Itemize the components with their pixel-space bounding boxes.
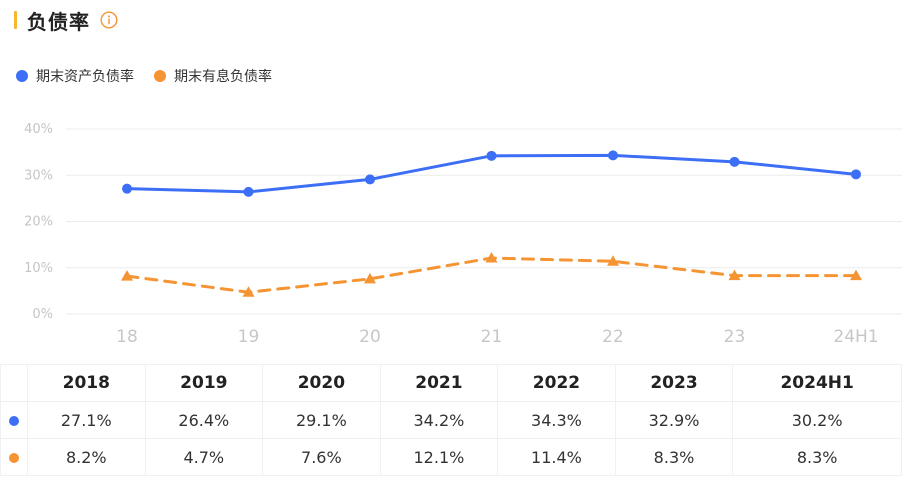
table-header-cell: 2020 <box>262 364 381 402</box>
data-point <box>122 183 132 194</box>
table-cell: 7.6% <box>262 438 381 476</box>
data-point <box>728 269 741 281</box>
x-tick-label: 24H1 <box>833 327 878 347</box>
data-point <box>121 270 133 281</box>
table-header-cell: 2022 <box>497 364 616 402</box>
legend-label: 期末资产负债率 <box>36 69 134 85</box>
data-point <box>365 174 375 185</box>
legend-item-interest-debt-ratio[interactable]: 期末有息负债率 <box>154 66 272 86</box>
table-row: 8.2% 4.7% 7.6% 12.1% 11.4% 8.3% 8.3% <box>0 438 902 476</box>
y-tick-label: 20% <box>24 215 53 230</box>
blue-dot-icon <box>9 416 19 426</box>
table-header-cell: 2019 <box>144 364 264 402</box>
x-tick-label: 22 <box>602 327 624 347</box>
table-header-row: 2018 2019 2020 2021 2022 2023 2024H1 <box>0 364 902 402</box>
chart-legend: 期末资产负债率 期末有息负债率 <box>16 66 292 86</box>
info-icon[interactable] <box>100 11 118 29</box>
y-tick-label: 40% <box>24 122 53 137</box>
data-point <box>242 286 255 297</box>
data-point <box>486 150 497 161</box>
table-header-cell: 2024H1 <box>732 364 902 402</box>
data-table: 2018 2019 2020 2021 2022 2023 2024H1 27.… <box>0 364 902 476</box>
x-tick-label: 19 <box>238 327 260 347</box>
table-cell: 27.1% <box>27 401 146 439</box>
table-cell: 8.3% <box>614 438 734 476</box>
table-corner-cell <box>0 364 28 402</box>
series-marker-cell <box>0 438 28 476</box>
series-line-2 <box>125 256 858 294</box>
table-cell: 30.2% <box>732 401 902 439</box>
data-point <box>243 186 254 197</box>
x-tick-label: 20 <box>359 327 381 347</box>
data-point <box>729 156 740 167</box>
data-point <box>608 150 618 161</box>
y-tick-label: 0% <box>32 307 53 322</box>
y-tick-label: 10% <box>24 261 53 276</box>
legend-dot-blue <box>16 70 28 82</box>
table-cell: 8.2% <box>27 438 146 476</box>
data-point <box>364 272 376 284</box>
table-cell: 34.2% <box>379 401 499 439</box>
table-cell: 4.7% <box>144 438 264 476</box>
legend-dot-orange <box>154 70 166 82</box>
table-cell: 29.1% <box>262 401 381 439</box>
table-header-cell: 2021 <box>379 364 499 402</box>
table-cell: 26.4% <box>144 401 264 439</box>
debt-ratio-line-chart: 40% 30% 20% 10% 0% 18 19 20 21 22 23 24H1 <box>24 122 902 347</box>
table-cell: 12.1% <box>379 438 499 476</box>
section-header: 负债率 <box>14 6 118 34</box>
table-row: 27.1% 26.4% 29.1% 34.2% 34.3% 32.9% 30.2… <box>0 401 902 439</box>
data-point <box>851 169 861 180</box>
title-accent-bar <box>14 11 17 29</box>
table-header-cell: 2018 <box>27 364 146 402</box>
table-cell: 8.3% <box>732 438 902 476</box>
table-cell: 34.3% <box>497 401 616 439</box>
data-point <box>485 252 498 263</box>
data-point <box>850 269 862 281</box>
table-cell: 32.9% <box>614 401 734 439</box>
x-tick-label: 21 <box>481 327 503 347</box>
y-tick-label: 30% <box>24 168 53 183</box>
table-header-cell: 2023 <box>614 364 734 402</box>
table-cell: 11.4% <box>497 438 616 476</box>
page-title: 负债率 <box>27 9 90 34</box>
data-point <box>607 255 619 266</box>
series-line-1 <box>125 153 858 194</box>
legend-label: 期末有息负债率 <box>174 69 272 85</box>
legend-item-asset-debt-ratio[interactable]: 期末资产负债率 <box>16 66 134 86</box>
x-tick-label: 23 <box>724 327 746 347</box>
x-tick-label: 18 <box>116 327 138 347</box>
orange-dot-icon <box>9 453 19 463</box>
series-marker-cell <box>0 401 28 439</box>
